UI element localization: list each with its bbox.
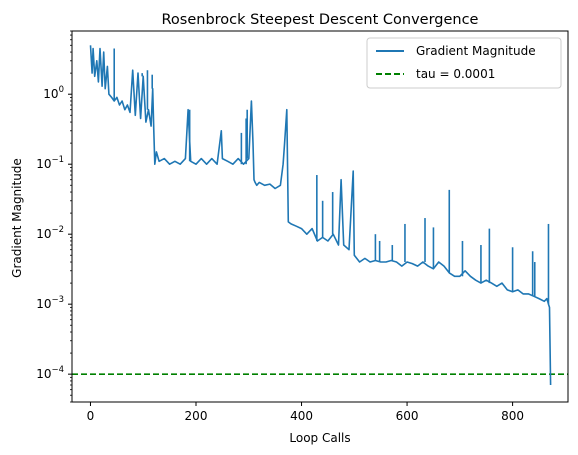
x-axis-label: Loop Calls: [289, 431, 350, 445]
plot-series-layer: [72, 45, 568, 386]
y-tick-label: 10−2: [36, 225, 64, 241]
x-tick-label: 600: [396, 409, 419, 423]
x-tick-label: 0: [87, 409, 95, 423]
plot-area-frame: [71, 30, 569, 403]
legend-box: [366, 37, 562, 89]
y-tick-label: 10−4: [36, 365, 64, 381]
legend-label-gradient: Gradient Magnitude: [416, 44, 536, 58]
y-axis-label: Gradient Magnitude: [10, 158, 24, 278]
axis-ticks-layer: 0 200 400 600 800 10−4 10−3 10−2 10−1 100: [36, 30, 524, 423]
series-line-0: [89, 45, 552, 386]
y-tick-label: 100: [43, 85, 64, 101]
x-tick-label: 200: [185, 409, 208, 423]
x-tick-label: 800: [501, 409, 524, 423]
legend: Gradient Magnitude tau = 0.0001: [366, 37, 562, 89]
y-tick-label: 10−1: [36, 155, 64, 171]
x-tick-label: 400: [290, 409, 313, 423]
legend-label-tau: tau = 0.0001: [416, 67, 495, 81]
y-tick-label: 10−3: [36, 295, 64, 311]
chart-title: Rosenbrock Steepest Descent Convergence: [162, 12, 479, 28]
